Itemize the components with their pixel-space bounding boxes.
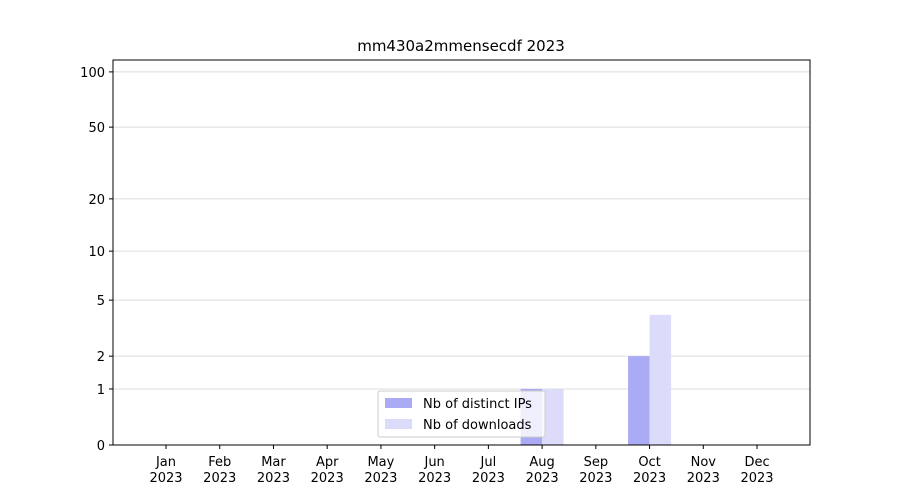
x-tick-label: Jul 2023 xyxy=(472,455,505,486)
y-tick-label: 2 xyxy=(97,350,105,365)
bar xyxy=(542,388,564,445)
x-tick-label: Oct 2023 xyxy=(633,455,666,486)
y-tick-label: 20 xyxy=(88,193,105,208)
legend-box xyxy=(377,390,546,438)
x-tick-label: Apr 2023 xyxy=(311,455,344,486)
x-tick-label: Nov 2023 xyxy=(687,455,720,486)
bar xyxy=(628,356,650,445)
legend-swatch xyxy=(385,419,412,429)
y-tick-label: 50 xyxy=(88,121,105,136)
x-tick-label: Jan 2023 xyxy=(149,455,182,486)
x-tick-label: Jun 2023 xyxy=(418,455,451,486)
chart-title: mm430a2mmensecdf 2023 xyxy=(357,37,565,55)
y-tick-label: 10 xyxy=(88,245,105,260)
x-tick-label: Feb 2023 xyxy=(203,455,236,486)
y-tick-label: 1 xyxy=(97,383,105,398)
bar xyxy=(649,314,672,445)
x-tick-label: Sep 2023 xyxy=(579,455,612,486)
x-tick-label: Mar 2023 xyxy=(257,455,290,486)
x-tick-label: Aug 2023 xyxy=(526,455,559,486)
x-tick-label: May 2023 xyxy=(364,455,397,486)
y-tick-label: 0 xyxy=(97,439,105,454)
legend-label: Nb of distinct IPs xyxy=(423,397,532,412)
legend-label: Nb of downloads xyxy=(423,418,532,433)
y-tick-label: 100 xyxy=(80,66,105,81)
y-tick-label: 5 xyxy=(97,294,105,309)
x-tick-label: Dec 2023 xyxy=(740,455,773,486)
plot-frame xyxy=(112,59,811,446)
legend-swatch xyxy=(385,398,412,408)
